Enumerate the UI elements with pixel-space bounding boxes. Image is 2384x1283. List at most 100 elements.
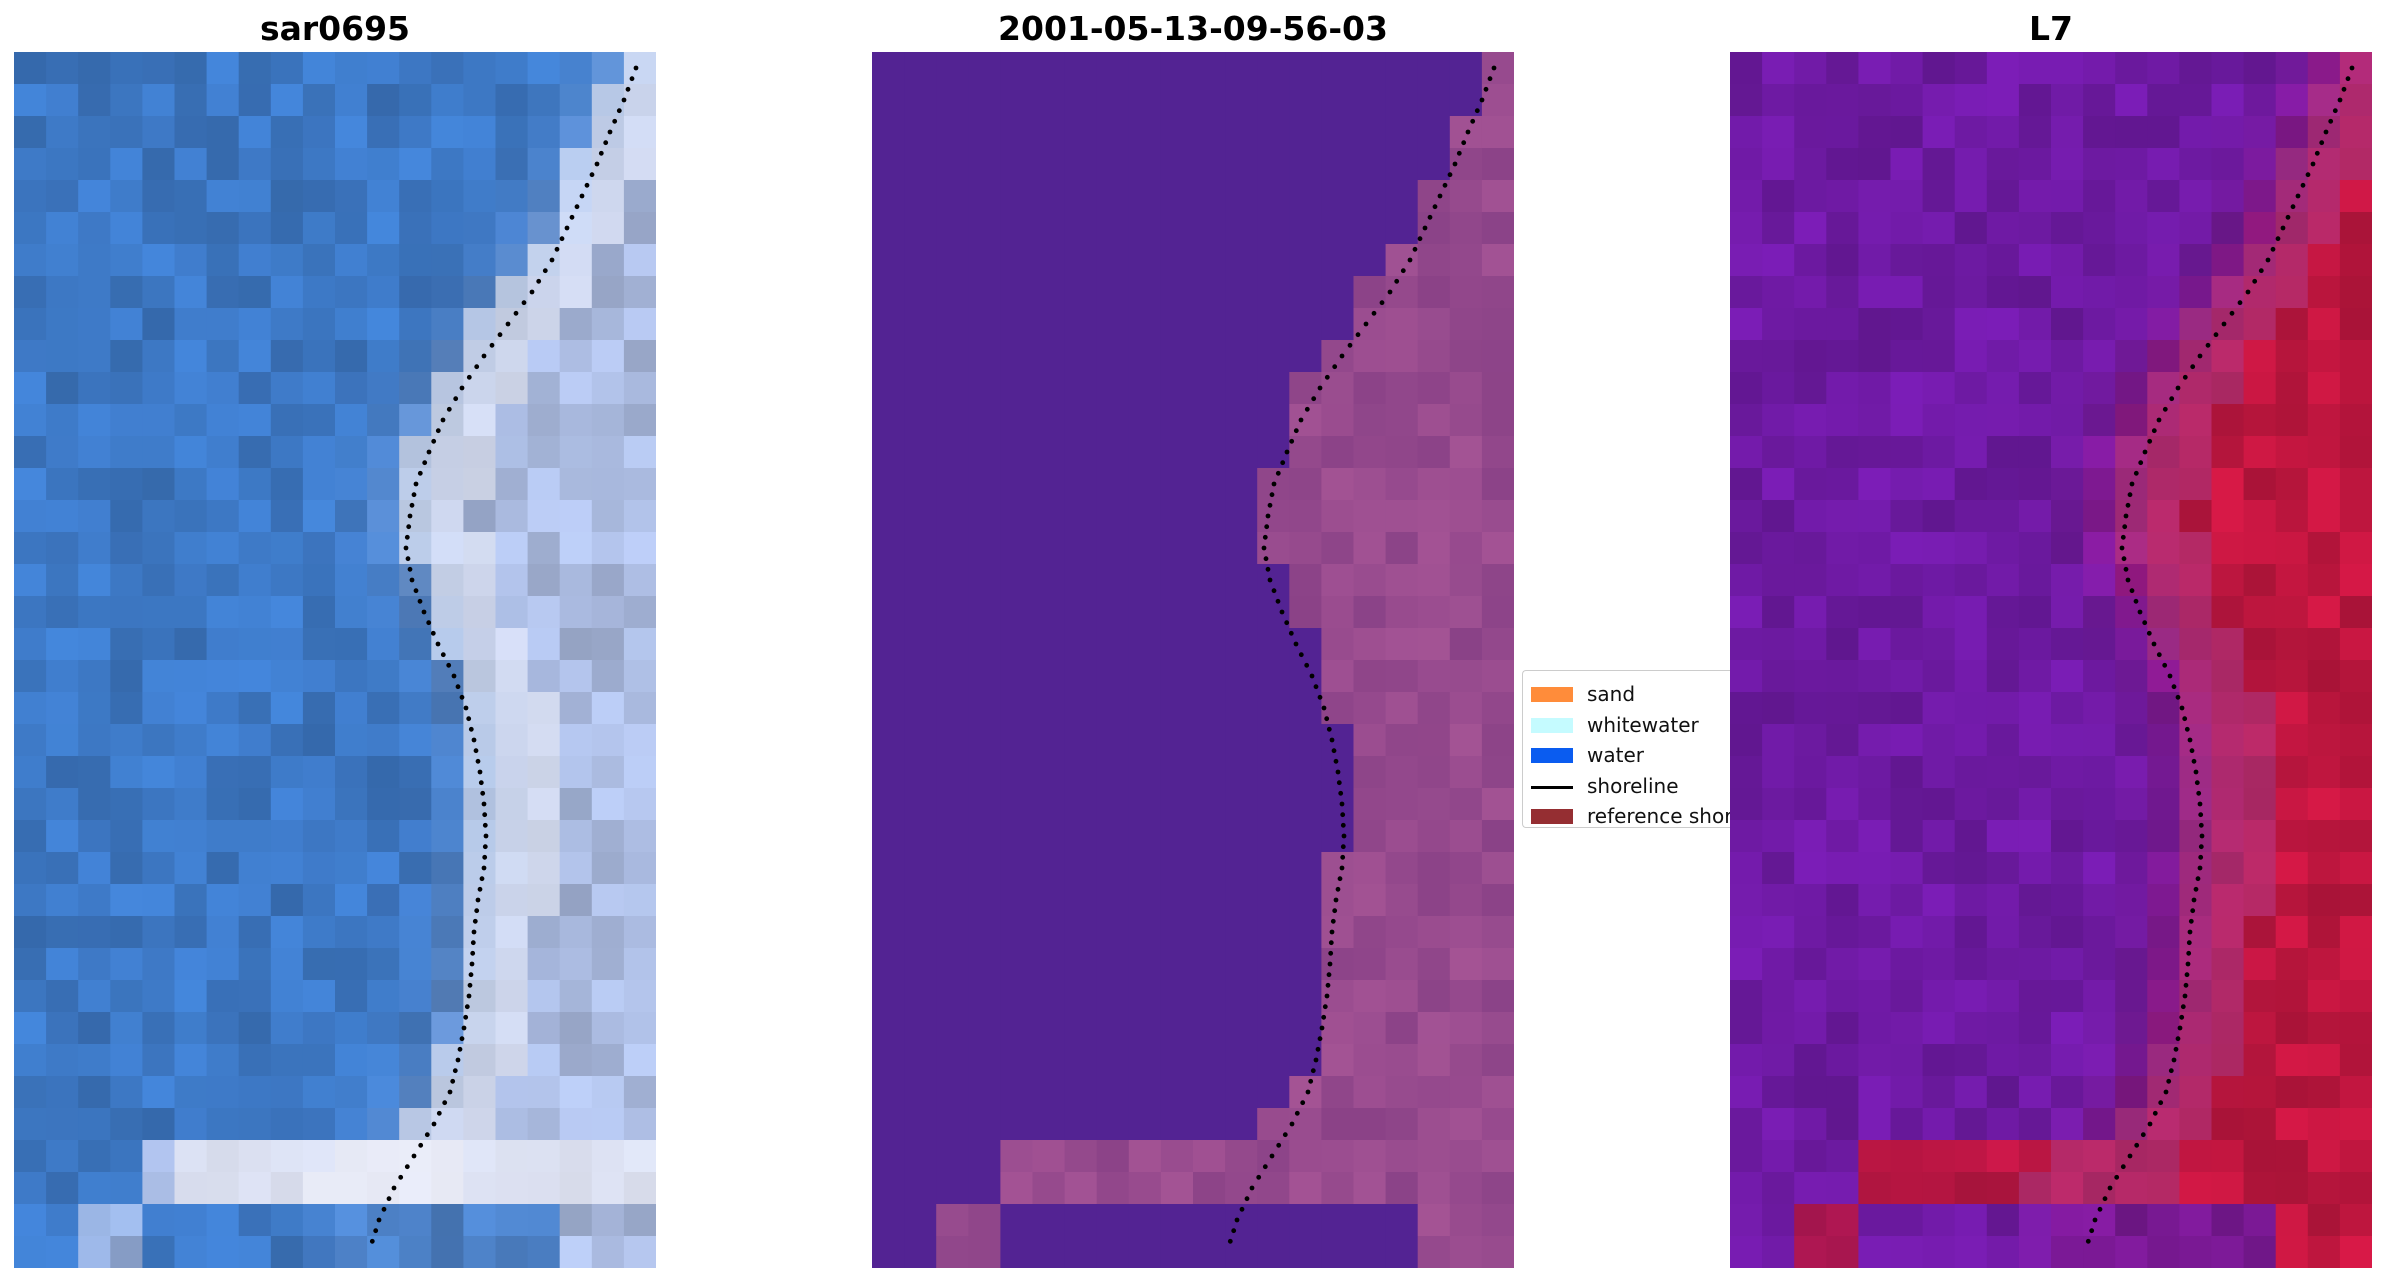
shoreline-dot <box>450 1078 456 1084</box>
image-pixel <box>2115 1012 2148 1045</box>
image-pixel <box>1353 212 1387 245</box>
image-pixel <box>1257 852 1290 885</box>
image-pixel <box>2018 276 2052 309</box>
image-pixel <box>1193 1204 1226 1237</box>
image-pixel <box>431 1140 464 1173</box>
image-pixel <box>904 1076 937 1109</box>
image-pixel <box>2147 948 2180 981</box>
image-pixel <box>623 916 656 949</box>
image-pixel <box>1064 820 1098 853</box>
image-pixel <box>110 1140 143 1173</box>
image-pixel <box>367 372 400 405</box>
image-pixel <box>2147 180 2180 213</box>
image-pixel <box>1954 756 1988 789</box>
image-pixel <box>1160 148 1194 181</box>
shoreline-dot <box>1267 577 1273 583</box>
image-pixel <box>2275 1172 2309 1205</box>
image-pixel <box>1730 692 1763 725</box>
image-pixel <box>2083 852 2116 885</box>
image-pixel <box>1954 1204 1988 1237</box>
image-pixel <box>270 820 304 853</box>
shoreline-dot <box>482 844 488 850</box>
image-pixel <box>46 916 79 949</box>
image-pixel <box>1193 948 1226 981</box>
image-pixel <box>904 372 937 405</box>
image-pixel <box>46 52 79 85</box>
image-pixel <box>1417 404 1451 437</box>
image-pixel <box>1321 180 1355 213</box>
image-pixel <box>110 276 143 309</box>
image-pixel <box>1922 1076 1956 1109</box>
image-pixel <box>495 948 529 981</box>
shoreline-dot <box>2140 1132 2146 1138</box>
image-pixel <box>46 180 79 213</box>
image-pixel <box>559 244 593 277</box>
shoreline-dot <box>1339 801 1345 807</box>
image-pixel <box>559 500 593 533</box>
shoreline-dot <box>2221 321 2227 327</box>
shoreline-dot <box>2123 566 2129 572</box>
image-pixel <box>2275 52 2309 85</box>
image-pixel <box>2307 1172 2341 1205</box>
image-pixel <box>1385 852 1419 885</box>
image-pixel <box>1096 660 1130 693</box>
image-pixel <box>270 468 304 501</box>
image-pixel <box>1128 852 1162 885</box>
image-pixel <box>559 788 593 821</box>
shoreline-dot <box>1335 886 1341 892</box>
image-pixel <box>431 180 464 213</box>
image-pixel <box>1762 276 1795 309</box>
image-pixel <box>2018 788 2052 821</box>
shoreline-dot <box>2163 1089 2169 1095</box>
shoreline-dot <box>473 748 479 754</box>
image-pixel <box>591 308 625 341</box>
shoreline-dot <box>2147 1121 2153 1127</box>
image-pixel <box>2115 84 2148 117</box>
image-pixel <box>142 52 176 85</box>
image-pixel <box>2243 372 2277 405</box>
image-pixel <box>2147 308 2180 341</box>
legend-label-water: water <box>1587 743 1644 767</box>
image-pixel <box>174 660 208 693</box>
image-pixel <box>495 212 529 245</box>
image-pixel <box>1225 1044 1258 1077</box>
image-pixel <box>1449 628 1483 661</box>
image-pixel <box>968 84 1001 117</box>
image-pixel <box>2018 116 2052 149</box>
shoreline-dot <box>603 140 609 146</box>
image-pixel <box>78 980 111 1013</box>
image-pixel <box>238 1140 272 1173</box>
image-pixel <box>1890 84 1924 117</box>
image-pixel <box>238 532 272 565</box>
shoreline-dot <box>2179 1014 2185 1020</box>
image-pixel <box>1000 116 1034 149</box>
image-pixel <box>238 84 272 117</box>
image-pixel <box>1922 660 1956 693</box>
image-pixel <box>1064 276 1098 309</box>
shoreline-dot <box>2198 822 2204 828</box>
image-pixel <box>1193 916 1226 949</box>
image-pixel <box>1417 596 1451 629</box>
image-pixel <box>1225 1012 1258 1045</box>
image-pixel <box>206 1012 240 1045</box>
image-pixel <box>110 820 143 853</box>
image-pixel <box>527 756 561 789</box>
image-pixel <box>174 212 208 245</box>
shoreline-dot <box>411 1153 417 1159</box>
image-pixel <box>1481 980 1514 1013</box>
image-pixel <box>1858 148 1892 181</box>
shoreline-dot <box>2189 748 2195 754</box>
image-pixel <box>78 692 111 725</box>
image-pixel <box>1289 244 1322 277</box>
image-pixel <box>1289 692 1322 725</box>
image-pixel <box>2147 1012 2180 1045</box>
image-pixel <box>904 820 937 853</box>
image-pixel <box>1826 852 1859 885</box>
image-pixel <box>238 1012 272 1045</box>
image-pixel <box>174 1140 208 1173</box>
image-pixel <box>1289 148 1322 181</box>
image-pixel <box>1321 244 1355 277</box>
image-pixel <box>2115 1044 2148 1077</box>
image-pixel <box>302 820 336 853</box>
image-pixel <box>1417 852 1451 885</box>
